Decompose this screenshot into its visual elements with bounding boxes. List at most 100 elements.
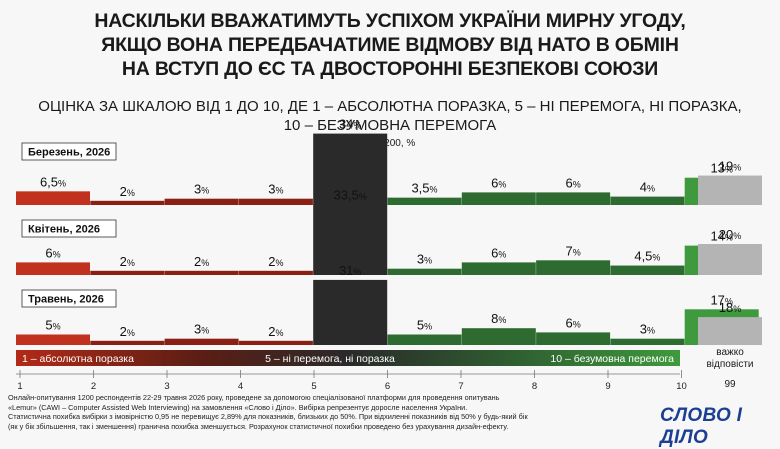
data-label: 6% [491, 245, 506, 260]
x-tick-label: 1 [17, 381, 22, 392]
chart-title: НАСКІЛЬКИ ВВАЖАТИМУТЬ УСПІХОМ УКРАЇНИ МИ… [0, 9, 780, 81]
data-bar [610, 338, 685, 345]
data-bar [16, 334, 90, 345]
footer-line: «Lemur» (CAWI – Computer Assisted Web In… [8, 402, 468, 412]
data-label: 7% [565, 243, 580, 258]
data-bar [90, 340, 165, 345]
data-label: 2% [268, 324, 283, 339]
x-tick-label: 10 [676, 381, 687, 392]
data-label: 2% [120, 184, 135, 199]
brand-logo: СЛОВО І ДІЛО [660, 405, 743, 448]
panel-label: Травень, 2026 [28, 294, 104, 306]
data-bar [698, 175, 762, 205]
data-bar [16, 262, 90, 275]
panel-label-box [21, 219, 117, 238]
data-label: 33,5% [334, 188, 367, 203]
data-label: 2% [194, 254, 209, 269]
scale-label-right: 10 – безумовна перемога [550, 353, 674, 365]
data-label: 4% [640, 180, 655, 195]
data-label: 17% [710, 292, 732, 307]
data-label: 2% [120, 324, 135, 339]
panel-label-box [21, 289, 117, 308]
hard-to-say-code: 99 [724, 379, 736, 390]
data-label: 6,5% [40, 174, 66, 189]
title-line: НА ВСТУП ДО ЄС ТА ДВОСТОРОННІ БЕЗПЕКОВІ … [121, 58, 659, 80]
subtitle-line: ОЦІНКА ЗА ШКАЛОЮ ВІД 1 ДО 10, ДЕ 1 – АБС… [38, 98, 742, 115]
x-tick-label: 6 [385, 381, 390, 392]
x-tick-label: 2 [91, 381, 96, 392]
data-bar [461, 192, 536, 205]
data-bar [536, 260, 611, 275]
panel-label-box [21, 142, 117, 161]
data-bar [313, 279, 388, 345]
data-bar [387, 268, 462, 275]
data-label: 5% [417, 318, 432, 333]
sample-note: N = 1200, % [360, 138, 416, 149]
panel-label: Квітень, 2026 [28, 224, 100, 236]
data-bar [387, 334, 462, 345]
data-label: 4,5% [634, 249, 660, 264]
x-tick-label: 7 [458, 381, 463, 392]
x-tick-label: 8 [532, 381, 537, 392]
data-label: 8% [491, 311, 506, 326]
data-bar [536, 332, 611, 345]
chart-subtitle: ОЦІНКА ЗА ШКАЛОЮ ВІД 1 ДО 10, ДЕ 1 – АБС… [0, 97, 780, 135]
data-bar [164, 338, 239, 345]
panel-label: Березень, 2026 [28, 147, 110, 159]
methodology-note: Онлайн-опитування 1200 респондентів 22-2… [8, 393, 568, 431]
data-label: 20% [719, 227, 741, 242]
data-label: 6% [491, 175, 506, 190]
data-bar [238, 270, 313, 275]
data-bar [387, 197, 462, 205]
x-tick-label: 4 [238, 381, 243, 392]
data-label: 18% [719, 300, 741, 315]
data-bar [698, 244, 762, 275]
data-label: 31% [339, 263, 361, 278]
data-bar [164, 198, 239, 205]
data-bar [164, 270, 239, 275]
scale-strip [16, 350, 680, 366]
data-label: 3% [194, 182, 209, 197]
data-bar [461, 262, 536, 275]
scale-label-left: 1 – абсолютна поразка [22, 353, 134, 365]
data-bar [16, 191, 90, 205]
data-bar [90, 200, 165, 205]
data-label: 13% [710, 161, 732, 176]
title-line: НАСКІЛЬКИ ВВАЖАТИМУТЬ УСПІХОМ УКРАЇНИ МИ… [94, 10, 686, 32]
data-label: 2% [268, 254, 283, 269]
data-bar [461, 328, 536, 345]
data-label: 6% [45, 245, 60, 260]
data-label: 19% [719, 159, 741, 174]
data-label: 3,5% [411, 181, 437, 196]
title-line: ЯКЩО ВОНА ПЕРЕДБАЧАТИМЕ ВІДМОВУ ВІД НАТО… [101, 34, 679, 56]
hard-to-say-label: важко відповісти [706, 347, 754, 370]
footer-line: Онлайн-опитування 1200 респондентів 22-2… [8, 393, 500, 402]
data-bar [610, 265, 685, 275]
x-tick-label: 5 [311, 381, 316, 392]
data-bar [90, 270, 165, 275]
scale-label-center: 5 – ні перемога, ні поразка [265, 353, 395, 365]
data-bar [238, 198, 313, 205]
data-label: 3% [268, 182, 283, 197]
data-label: 6% [565, 175, 580, 190]
data-bar [238, 340, 313, 345]
x-tick-label: 3 [164, 381, 169, 392]
footer-line: (як у бік збільшення, так і зменшення) г… [8, 421, 509, 431]
subtitle-line: 10 – БЕЗУМОВНА ПЕРЕМОГА [283, 117, 497, 134]
x-tick-label: 9 [605, 381, 610, 392]
data-bar [610, 196, 685, 205]
data-label: 14% [710, 229, 732, 244]
data-bar [313, 204, 388, 275]
data-label: 3% [417, 252, 432, 267]
data-label: 5% [45, 318, 60, 333]
data-label: 2% [120, 254, 135, 269]
footer-line: Статистична похибка вибірки з імовірніст… [8, 412, 528, 422]
data-label: 34% [339, 117, 361, 132]
data-label: 6% [565, 315, 580, 330]
data-bar [698, 317, 762, 345]
data-label: 3% [640, 322, 655, 337]
data-label: 3% [194, 322, 209, 337]
data-bar [313, 133, 388, 205]
data-bar [536, 192, 611, 205]
